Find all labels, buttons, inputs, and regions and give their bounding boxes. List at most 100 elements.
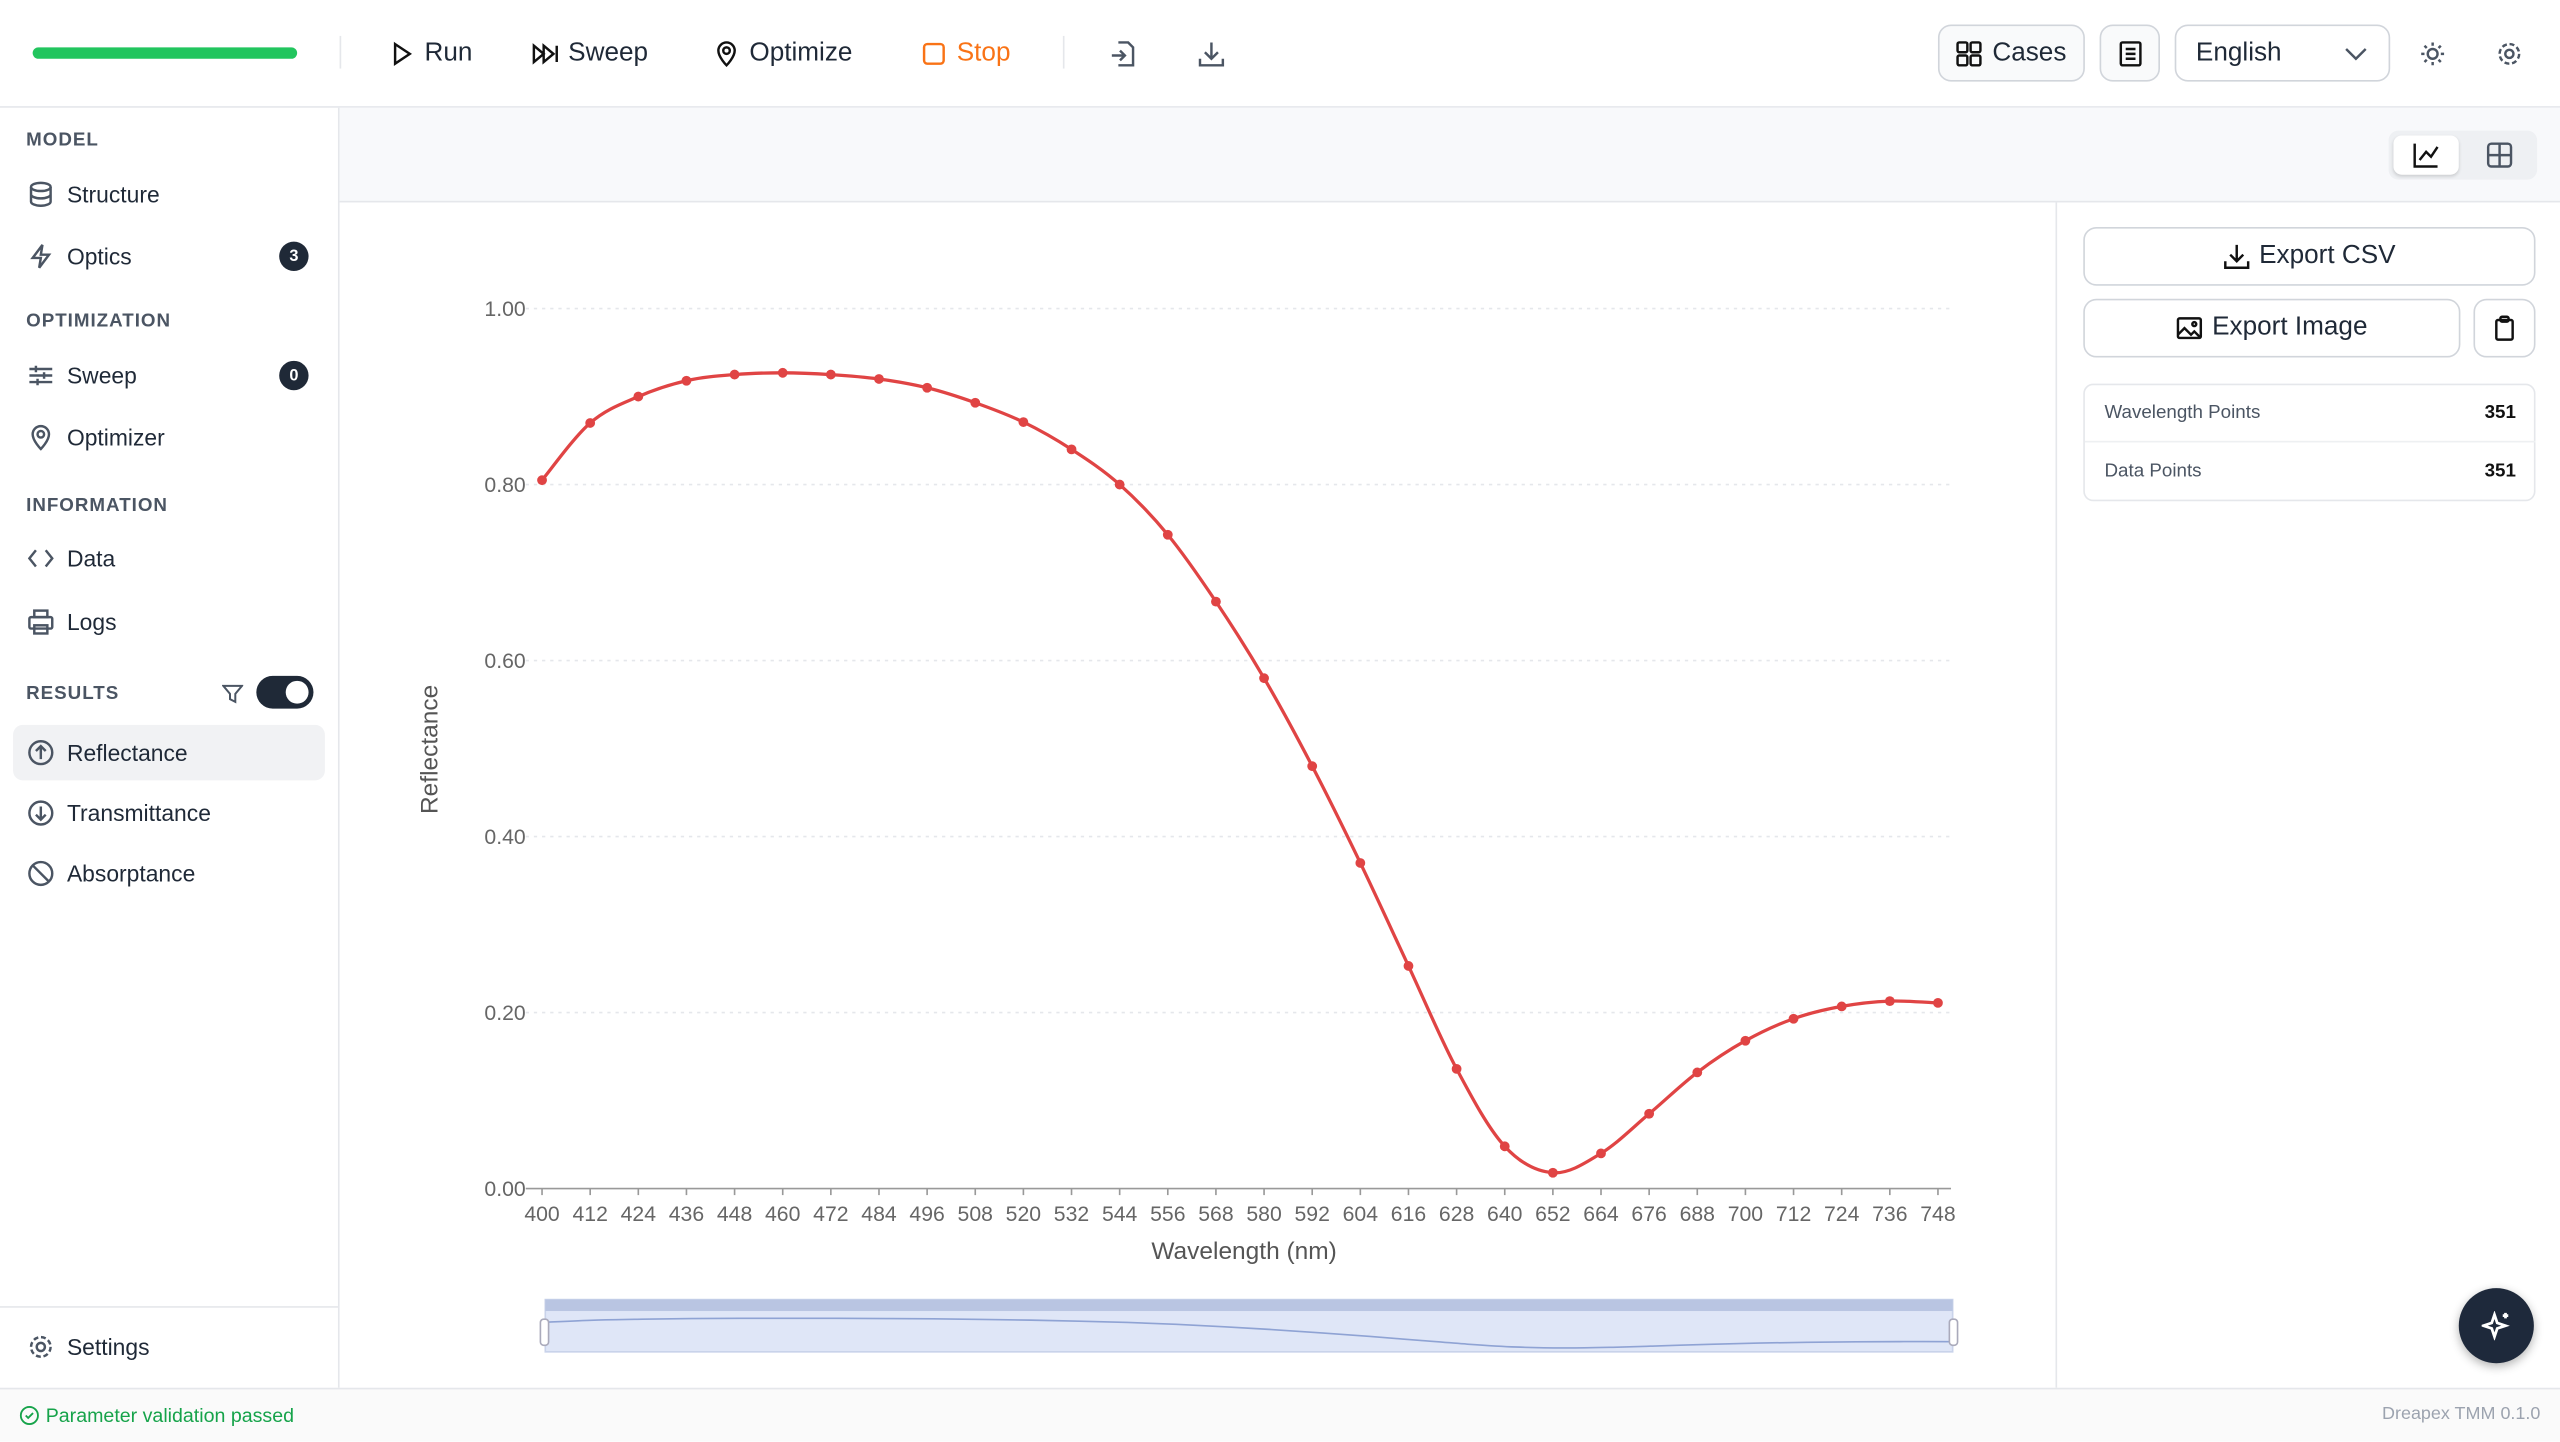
data-point — [874, 374, 884, 384]
icon-part — [33, 624, 49, 635]
copy-button[interactable] — [2473, 298, 2536, 358]
icon-part — [2481, 1311, 2510, 1341]
y-tick-label: 0.40 — [484, 826, 525, 849]
x-tick-label: 688 — [1680, 1203, 1715, 1226]
icon-part — [717, 41, 736, 67]
cases-button[interactable]: Cases — [1937, 24, 2085, 82]
icon-part — [29, 365, 53, 386]
data-point — [1307, 761, 1318, 772]
x-tick-label: 400 — [524, 1203, 559, 1226]
icon-part — [2176, 317, 2202, 340]
optimize-button[interactable]: Optimize — [713, 36, 852, 72]
icon-part — [29, 1335, 52, 1358]
chart: Reflectance Wavelength (nm) 0.00 0.20 0.40… — [417, 298, 1959, 1353]
data-point — [1644, 1108, 1655, 1119]
theme-icon[interactable] — [2420, 41, 2446, 67]
icon-part — [27, 549, 54, 568]
icon-part — [2481, 1311, 2510, 1341]
data-point — [1259, 673, 1269, 684]
icon-part — [29, 181, 52, 193]
nav-item[interactable]: Optics 3 — [13, 229, 325, 285]
icon-part — [1956, 53, 1970, 66]
nav-label: Reflectance — [66, 739, 188, 766]
stop-button[interactable]: Stop — [921, 36, 1010, 72]
nav-item[interactable]: Optimizer — [13, 410, 325, 466]
settings-item[interactable]: Settings — [13, 1319, 325, 1375]
nav-item[interactable]: Sweep 0 — [13, 348, 325, 404]
status-text: Parameter validation passed — [45, 1404, 295, 1427]
doc-button[interactable] — [2099, 24, 2160, 82]
icon-part — [922, 42, 945, 65]
nav-item[interactable]: Transmittance — [13, 785, 325, 841]
separator — [0, 1306, 338, 1308]
settings-icon[interactable] — [2496, 41, 2522, 67]
x-tick-label: 628 — [1439, 1203, 1474, 1226]
run-button[interactable]: Run — [389, 36, 472, 72]
data-point — [1836, 1001, 1847, 1012]
x-tick-label: 736 — [1872, 1203, 1907, 1226]
data-point — [1018, 417, 1029, 427]
icon-part — [2421, 42, 2445, 66]
x-tick-label: 724 — [1824, 1203, 1860, 1226]
icon-part — [532, 43, 558, 65]
y-tick-label: 1.00 — [484, 298, 525, 321]
chart-view-button[interactable] — [2393, 135, 2459, 175]
nav-item[interactable]: Absorptance — [13, 846, 325, 902]
data-point — [1933, 997, 1943, 1008]
download-icon[interactable] — [1198, 41, 1225, 67]
nav-item[interactable]: Data — [13, 531, 325, 587]
x-tick-label: 700 — [1728, 1203, 1763, 1226]
filter-icon[interactable] — [222, 681, 244, 707]
icon-part — [2413, 143, 2439, 168]
icon-part — [2118, 40, 2141, 66]
icon-part — [29, 181, 52, 207]
data-point — [1066, 444, 1077, 455]
nav-item[interactable]: Logs — [13, 594, 325, 650]
version-text: Dreapex TMM 0.1.0 — [2382, 1404, 2541, 1424]
icon-part — [29, 186, 52, 207]
progress-bar — [32, 47, 298, 59]
icon-part — [29, 365, 53, 386]
export-image-button[interactable]: Export Image — [2083, 298, 2461, 358]
data-point — [1451, 1063, 1462, 1074]
stat-value: 351 — [2484, 461, 2516, 481]
data-point — [1788, 1013, 1799, 1024]
x-tick-label: 484 — [861, 1203, 897, 1226]
zoom-handle-bar — [545, 1299, 1953, 1312]
stat-label: Wavelength Points — [2104, 403, 2261, 423]
data-point — [1499, 1141, 1510, 1152]
icon-part — [532, 43, 558, 65]
data-point — [777, 367, 788, 378]
import-icon[interactable] — [1110, 41, 1136, 67]
data-point — [1740, 1035, 1751, 1046]
results-toggle[interactable] — [256, 675, 314, 709]
button-label: Export CSV — [2259, 241, 2396, 270]
export-csv-button[interactable]: Export CSV — [2083, 226, 2536, 286]
icon-part — [29, 1335, 52, 1358]
nav-item[interactable]: Structure — [13, 167, 325, 223]
table-view-button[interactable] — [2486, 142, 2513, 168]
nav-item[interactable]: Reflectance — [13, 724, 325, 781]
x-tick-label: 748 — [1920, 1203, 1955, 1226]
icon-part — [28, 800, 54, 826]
sweep-button[interactable]: Sweep — [532, 36, 648, 72]
language-select[interactable]: English — [2174, 24, 2391, 82]
icon-part — [2118, 40, 2141, 66]
assistant-button[interactable] — [2458, 1288, 2534, 1364]
nav-label: Sweep — [66, 362, 137, 389]
section-title: INFORMATION — [26, 496, 168, 516]
data-point — [1211, 596, 1221, 607]
x-tick-label: 472 — [813, 1203, 848, 1226]
icon-part — [1198, 42, 1225, 67]
icon-part — [25, 1412, 34, 1420]
x-tick-label: 412 — [572, 1203, 607, 1226]
icon-part — [1111, 41, 1135, 67]
nav-label: Settings — [66, 1333, 150, 1360]
section-title: OPTIMIZATION — [26, 311, 172, 332]
data-point — [729, 369, 740, 380]
icon-part — [2495, 318, 2514, 341]
x-tick-label: 532 — [1054, 1203, 1089, 1226]
x-tick-label: 424 — [621, 1203, 657, 1226]
x-tick-label: 460 — [765, 1203, 800, 1226]
icon-part — [2223, 244, 2249, 269]
